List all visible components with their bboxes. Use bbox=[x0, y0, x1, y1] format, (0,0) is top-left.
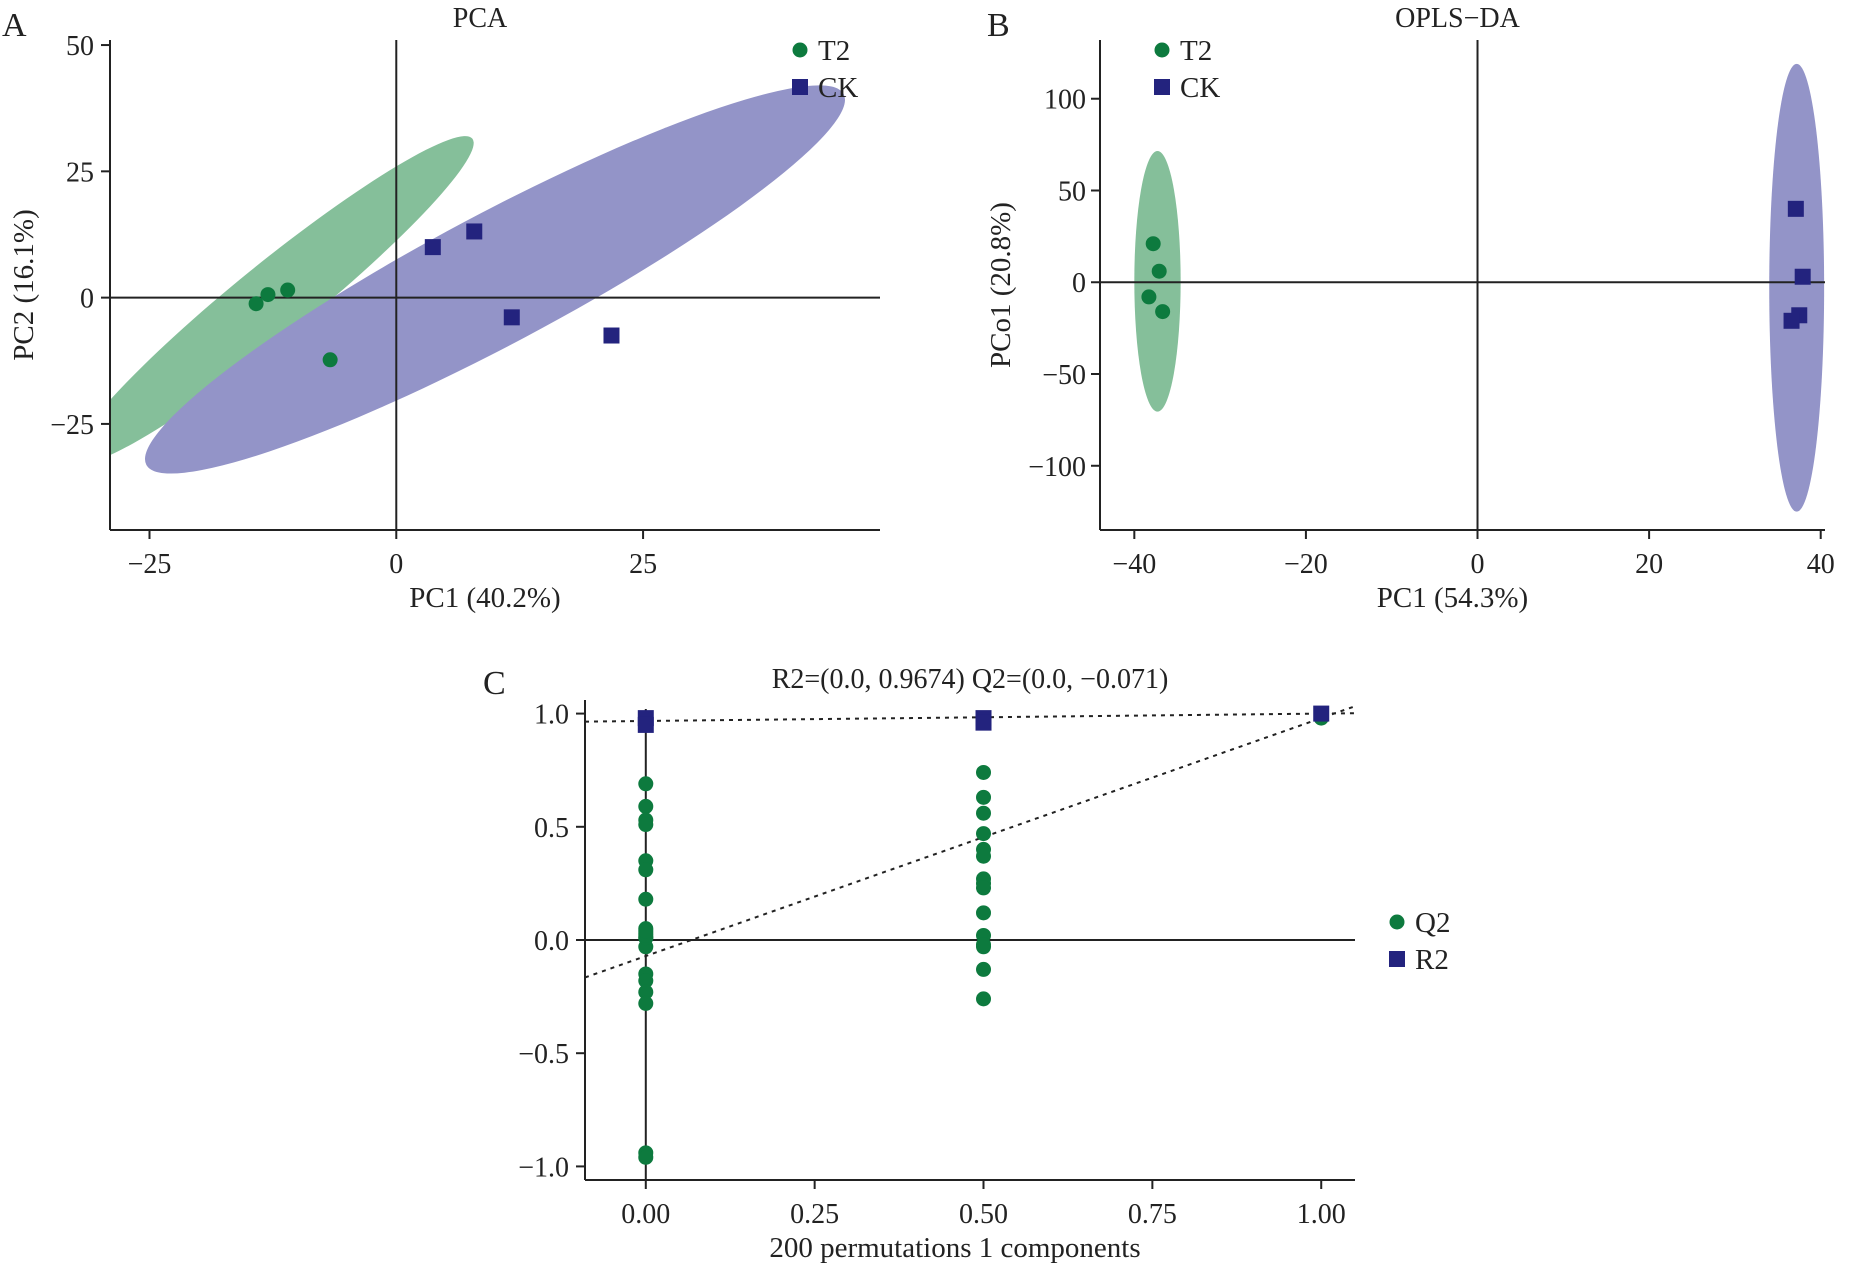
chart-b-point-ck bbox=[1787, 200, 1804, 217]
chart-b-y-tick-label: −100 bbox=[1028, 452, 1086, 483]
chart-c-point-q2 bbox=[976, 789, 992, 805]
chart-c-annotation: R2=(0.0, 0.9674) Q2=(0.0, −0.071) bbox=[772, 664, 1169, 695]
chart-b-plot-area bbox=[1134, 63, 1825, 512]
chart-c-regression-line-r2 bbox=[585, 712, 1355, 723]
chart-c-panel-letter: C bbox=[483, 665, 506, 702]
chart-c-point-q2 bbox=[976, 961, 992, 977]
chart-b-legend-label-t2: T2 bbox=[1180, 35, 1212, 67]
chart-c-y-tick-label: −1.0 bbox=[518, 1152, 569, 1183]
chart-c-y-tick-label: 0.5 bbox=[534, 813, 569, 844]
chart-b-point-t2 bbox=[1141, 289, 1157, 305]
chart-c-point-q2 bbox=[638, 891, 654, 907]
chart-a-plot-area bbox=[110, 85, 845, 474]
chart-c-point-r2 bbox=[975, 714, 992, 731]
chart-c-point-r2 bbox=[637, 716, 654, 733]
chart-a-point-t2 bbox=[260, 287, 276, 303]
chart-c-y-tick-label: 1.0 bbox=[534, 700, 569, 731]
chart-a-point-t2 bbox=[322, 352, 338, 368]
chart-a-y-tick-label: 50 bbox=[66, 31, 94, 62]
chart-a-panel-letter: A bbox=[2, 7, 27, 44]
chart-a-title: PCA bbox=[453, 3, 508, 34]
permutation-test-panel: 0.00 0.25 0.50 0.75 1.00 −1.0 −0.5 0.0 0.5 1.0 Q2 R… bbox=[483, 664, 1450, 1263]
chart-a-x-tick-label: 25 bbox=[629, 549, 657, 580]
chart-c-x-tick-label: 0.00 bbox=[621, 1199, 670, 1230]
chart-c-x-tick-label: 0.25 bbox=[790, 1199, 839, 1230]
chart-b-y-axis-label: PCo1 (20.8%) bbox=[985, 202, 1017, 368]
chart-b-x-tick-label: −20 bbox=[1284, 549, 1328, 580]
chart-a-y-tick-label: −25 bbox=[50, 410, 94, 441]
chart-c-point-q2 bbox=[638, 776, 654, 792]
chart-b-ellipse-ck bbox=[1769, 63, 1825, 512]
chart-a-point-t2 bbox=[248, 296, 264, 312]
chart-c-point-q2 bbox=[638, 995, 654, 1011]
opls-da-panel: −40 −20 0 20 40 −100 −50 0 50 100 T2 CK B OPLS−DA PC1 … bbox=[985, 3, 1835, 614]
chart-a-point-ck bbox=[466, 223, 483, 240]
chart-c-point-q2 bbox=[976, 826, 992, 842]
chart-a-legend-label-t2: T2 bbox=[818, 35, 850, 67]
chart-a-point-t2 bbox=[280, 282, 296, 298]
chart-c-point-q2 bbox=[976, 764, 992, 780]
chart-c-point-q2 bbox=[976, 937, 992, 953]
chart-b-point-ck bbox=[1794, 268, 1811, 285]
chart-c-x-tick-label: 0.50 bbox=[959, 1199, 1008, 1230]
chart-b-x-tick-label: −40 bbox=[1112, 549, 1156, 580]
chart-b-point-t2 bbox=[1155, 304, 1171, 320]
chart-c-legend-label-r2: R2 bbox=[1415, 944, 1449, 976]
chart-c-point-q2 bbox=[638, 1149, 654, 1165]
chart-a-y-tick-label: 0 bbox=[80, 284, 94, 315]
chart-b-point-t2 bbox=[1145, 236, 1161, 252]
chart-a-ellipse-ck bbox=[145, 85, 845, 474]
chart-c-plot-area bbox=[585, 705, 1355, 979]
chart-a-legend-marker-ck bbox=[792, 79, 808, 95]
chart-c-point-q2 bbox=[638, 798, 654, 814]
chart-b-y-tick-label: −50 bbox=[1042, 360, 1086, 391]
chart-c-point-q2 bbox=[638, 817, 654, 833]
chart-c-point-r2 bbox=[1313, 705, 1330, 722]
chart-c-y-tick-label: −0.5 bbox=[518, 1039, 569, 1070]
pca-panel: −25 0 25 −25 0 25 50 T2 CK A PCA PC1 (40.2%) PC2 (16… bbox=[2, 3, 880, 614]
chart-a-x-axis-label: PC1 (40.2%) bbox=[409, 582, 560, 614]
chart-a-x-tick-label: −25 bbox=[128, 549, 172, 580]
chart-c-legend-marker-r2 bbox=[1389, 951, 1405, 967]
chart-c-x-tick-label: 1.00 bbox=[1297, 1199, 1346, 1230]
chart-c-point-q2 bbox=[976, 848, 992, 864]
chart-b-x-tick-label: 20 bbox=[1635, 549, 1663, 580]
chart-c-x-tick-label: 0.75 bbox=[1128, 1199, 1177, 1230]
chart-b-point-ck bbox=[1783, 312, 1800, 329]
chart-c-point-q2 bbox=[976, 805, 992, 821]
chart-b-x-tick-label: 0 bbox=[1471, 549, 1485, 580]
chart-c-point-q2 bbox=[638, 973, 654, 989]
chart-c-regression-line-q2 bbox=[585, 705, 1355, 979]
chart-c-point-q2 bbox=[638, 862, 654, 878]
chart-c-point-q2 bbox=[976, 880, 992, 896]
chart-b-legend-label-ck: CK bbox=[1180, 72, 1220, 104]
chart-c-legend-marker-q2 bbox=[1389, 914, 1405, 930]
chart-b-x-axis-label: PC1 (54.3%) bbox=[1377, 582, 1528, 614]
chart-b-legend-marker-ck bbox=[1154, 79, 1170, 95]
chart-c-y-tick-label: 0.0 bbox=[534, 926, 569, 957]
chart-c-point-q2 bbox=[976, 991, 992, 1007]
chart-c-point-q2 bbox=[976, 905, 992, 921]
chart-b-y-tick-label: 50 bbox=[1058, 176, 1086, 207]
chart-a-point-ck bbox=[503, 309, 520, 326]
chart-c-point-q2 bbox=[638, 984, 654, 1000]
chart-c-x-axis-label: 200 permutations 1 components bbox=[769, 1232, 1140, 1263]
chart-a-point-ck bbox=[424, 239, 441, 256]
chart-c-legend-label-q2: Q2 bbox=[1415, 907, 1450, 939]
chart-a-y-axis-label: PC2 (16.1%) bbox=[8, 209, 40, 360]
chart-b-y-tick-label: 100 bbox=[1044, 85, 1086, 116]
chart-a-y-tick-label: 25 bbox=[66, 157, 94, 188]
chart-b-legend-marker-t2 bbox=[1154, 42, 1170, 58]
chart-a-legend-label-ck: CK bbox=[818, 72, 858, 104]
chart-a-legend-marker-t2 bbox=[792, 42, 808, 58]
chart-b-title: OPLS−DA bbox=[1395, 3, 1520, 34]
chart-b-y-tick-label: 0 bbox=[1072, 268, 1086, 299]
chart-b-point-t2 bbox=[1151, 263, 1167, 279]
chart-a-point-ck bbox=[603, 327, 620, 344]
chart-b-x-tick-label: 40 bbox=[1807, 549, 1835, 580]
chart-b-panel-letter: B bbox=[987, 7, 1010, 44]
chart-a-x-tick-label: 0 bbox=[389, 549, 403, 580]
chart-c-point-q2 bbox=[638, 923, 654, 939]
